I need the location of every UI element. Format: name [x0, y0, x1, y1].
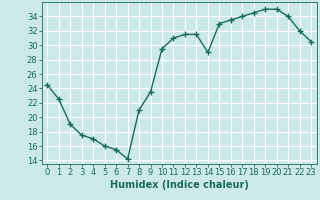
- X-axis label: Humidex (Indice chaleur): Humidex (Indice chaleur): [110, 180, 249, 190]
